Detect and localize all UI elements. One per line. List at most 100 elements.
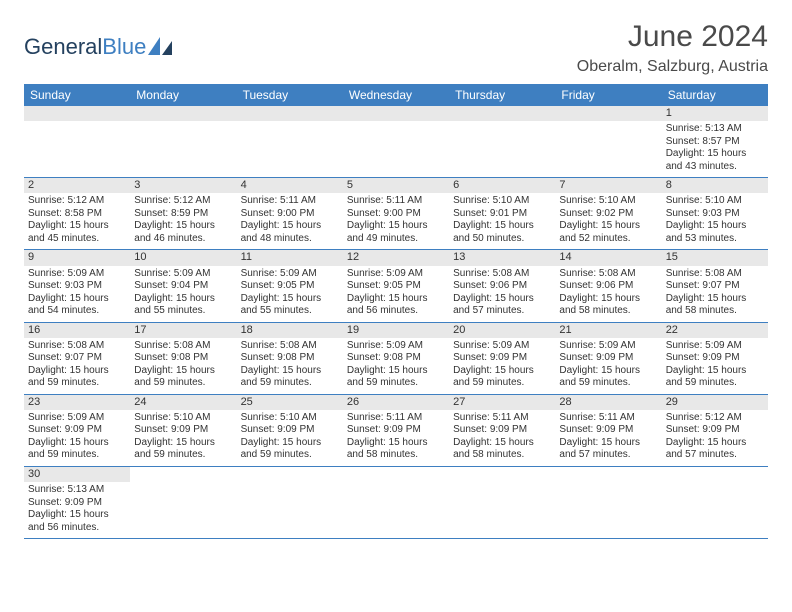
daylight-text-1: Daylight: 15 hours <box>134 220 232 233</box>
calendar-cell <box>237 466 343 538</box>
calendar-cell: 7Sunrise: 5:10 AMSunset: 9:02 PMDaylight… <box>555 178 661 250</box>
sunrise-text: Sunrise: 5:12 AM <box>134 195 232 208</box>
daylight-text-1: Daylight: 15 hours <box>347 220 445 233</box>
day-details: Sunrise: 5:12 AMSunset: 9:09 PMDaylight:… <box>662 410 768 466</box>
day-number-empty <box>237 106 343 121</box>
daylight-text-2: and 43 minutes. <box>666 161 764 174</box>
daylight-text-1: Daylight: 15 hours <box>559 293 657 306</box>
sunrise-text: Sunrise: 5:09 AM <box>241 268 339 281</box>
weekday-tuesday: Tuesday <box>237 84 343 106</box>
calendar-cell: 10Sunrise: 5:09 AMSunset: 9:04 PMDayligh… <box>130 250 236 322</box>
sunset-text: Sunset: 9:06 PM <box>453 280 551 293</box>
daylight-text-2: and 59 minutes. <box>241 449 339 462</box>
daylight-text-1: Daylight: 15 hours <box>28 437 126 450</box>
calendar-cell: 1Sunrise: 5:13 AMSunset: 8:57 PMDaylight… <box>662 106 768 178</box>
sunset-text: Sunset: 9:09 PM <box>28 424 126 437</box>
sunset-text: Sunset: 9:05 PM <box>347 280 445 293</box>
sunrise-text: Sunrise: 5:11 AM <box>559 412 657 425</box>
daylight-text-2: and 55 minutes. <box>241 305 339 318</box>
daylight-text-1: Daylight: 15 hours <box>241 365 339 378</box>
day-details: Sunrise: 5:09 AMSunset: 9:08 PMDaylight:… <box>343 338 449 394</box>
sunset-text: Sunset: 8:58 PM <box>28 208 126 221</box>
day-details: Sunrise: 5:08 AMSunset: 9:06 PMDaylight:… <box>555 266 661 322</box>
day-details: Sunrise: 5:09 AMSunset: 9:04 PMDaylight:… <box>130 266 236 322</box>
daylight-text-1: Daylight: 15 hours <box>28 293 126 306</box>
sunset-text: Sunset: 9:08 PM <box>347 352 445 365</box>
daylight-text-1: Daylight: 15 hours <box>241 220 339 233</box>
sunrise-text: Sunrise: 5:10 AM <box>134 412 232 425</box>
daylight-text-1: Daylight: 15 hours <box>559 437 657 450</box>
daylight-text-2: and 58 minutes. <box>347 449 445 462</box>
calendar-row: 16Sunrise: 5:08 AMSunset: 9:07 PMDayligh… <box>24 322 768 394</box>
daylight-text-2: and 56 minutes. <box>28 522 126 535</box>
calendar-cell: 27Sunrise: 5:11 AMSunset: 9:09 PMDayligh… <box>449 394 555 466</box>
day-number: 6 <box>449 178 555 193</box>
sunrise-text: Sunrise: 5:10 AM <box>666 195 764 208</box>
sunset-text: Sunset: 9:08 PM <box>134 352 232 365</box>
day-details: Sunrise: 5:11 AMSunset: 9:09 PMDaylight:… <box>343 410 449 466</box>
daylight-text-2: and 57 minutes. <box>559 449 657 462</box>
sunrise-text: Sunrise: 5:09 AM <box>453 340 551 353</box>
sunset-text: Sunset: 9:00 PM <box>241 208 339 221</box>
daylight-text-2: and 45 minutes. <box>28 233 126 246</box>
daylight-text-2: and 50 minutes. <box>453 233 551 246</box>
day-details: Sunrise: 5:09 AMSunset: 9:09 PMDaylight:… <box>449 338 555 394</box>
day-details: Sunrise: 5:13 AMSunset: 8:57 PMDaylight:… <box>662 121 768 177</box>
sunset-text: Sunset: 9:09 PM <box>559 352 657 365</box>
calendar-cell <box>662 466 768 538</box>
calendar-header-row: Sunday Monday Tuesday Wednesday Thursday… <box>24 84 768 106</box>
day-details: Sunrise: 5:13 AMSunset: 9:09 PMDaylight:… <box>24 482 130 538</box>
daylight-text-2: and 59 minutes. <box>559 377 657 390</box>
daylight-text-2: and 46 minutes. <box>134 233 232 246</box>
daylight-text-2: and 48 minutes. <box>241 233 339 246</box>
daylight-text-1: Daylight: 15 hours <box>453 293 551 306</box>
daylight-text-1: Daylight: 15 hours <box>666 437 764 450</box>
sunrise-text: Sunrise: 5:08 AM <box>28 340 126 353</box>
day-details: Sunrise: 5:08 AMSunset: 9:06 PMDaylight:… <box>449 266 555 322</box>
day-details: Sunrise: 5:08 AMSunset: 9:08 PMDaylight:… <box>130 338 236 394</box>
calendar-cell <box>449 466 555 538</box>
day-number: 9 <box>24 250 130 265</box>
day-details: Sunrise: 5:09 AMSunset: 9:05 PMDaylight:… <box>237 266 343 322</box>
day-details: Sunrise: 5:09 AMSunset: 9:03 PMDaylight:… <box>24 266 130 322</box>
sunset-text: Sunset: 9:09 PM <box>134 424 232 437</box>
day-details: Sunrise: 5:10 AMSunset: 9:09 PMDaylight:… <box>130 410 236 466</box>
daylight-text-2: and 58 minutes. <box>559 305 657 318</box>
daylight-text-1: Daylight: 15 hours <box>241 437 339 450</box>
sunrise-text: Sunrise: 5:08 AM <box>559 268 657 281</box>
weekday-monday: Monday <box>130 84 236 106</box>
day-number: 8 <box>662 178 768 193</box>
calendar-cell: 19Sunrise: 5:09 AMSunset: 9:08 PMDayligh… <box>343 322 449 394</box>
weekday-friday: Friday <box>555 84 661 106</box>
calendar-cell: 21Sunrise: 5:09 AMSunset: 9:09 PMDayligh… <box>555 322 661 394</box>
day-details: Sunrise: 5:11 AMSunset: 9:00 PMDaylight:… <box>237 193 343 249</box>
sunrise-text: Sunrise: 5:10 AM <box>241 412 339 425</box>
calendar-cell <box>555 106 661 178</box>
daylight-text-1: Daylight: 15 hours <box>347 293 445 306</box>
daylight-text-2: and 57 minutes. <box>453 305 551 318</box>
logo: GeneralBlue <box>24 34 174 60</box>
daylight-text-2: and 59 minutes. <box>453 377 551 390</box>
calendar-cell: 22Sunrise: 5:09 AMSunset: 9:09 PMDayligh… <box>662 322 768 394</box>
sunset-text: Sunset: 9:08 PM <box>241 352 339 365</box>
daylight-text-1: Daylight: 15 hours <box>28 220 126 233</box>
day-number-empty <box>130 106 236 121</box>
daylight-text-2: and 54 minutes. <box>28 305 126 318</box>
day-details: Sunrise: 5:09 AMSunset: 9:09 PMDaylight:… <box>555 338 661 394</box>
calendar-cell <box>449 106 555 178</box>
calendar-cell: 14Sunrise: 5:08 AMSunset: 9:06 PMDayligh… <box>555 250 661 322</box>
day-details: Sunrise: 5:11 AMSunset: 9:09 PMDaylight:… <box>555 410 661 466</box>
day-number-empty <box>555 106 661 121</box>
calendar-cell: 23Sunrise: 5:09 AMSunset: 9:09 PMDayligh… <box>24 394 130 466</box>
calendar-cell: 16Sunrise: 5:08 AMSunset: 9:07 PMDayligh… <box>24 322 130 394</box>
calendar-cell: 26Sunrise: 5:11 AMSunset: 9:09 PMDayligh… <box>343 394 449 466</box>
calendar-cell <box>555 466 661 538</box>
month-title: June 2024 <box>577 20 768 54</box>
sunrise-text: Sunrise: 5:08 AM <box>241 340 339 353</box>
daylight-text-1: Daylight: 15 hours <box>666 365 764 378</box>
sunset-text: Sunset: 9:09 PM <box>28 497 126 510</box>
sunrise-text: Sunrise: 5:09 AM <box>559 340 657 353</box>
daylight-text-2: and 59 minutes. <box>347 377 445 390</box>
daylight-text-1: Daylight: 15 hours <box>28 509 126 522</box>
sunset-text: Sunset: 9:06 PM <box>559 280 657 293</box>
